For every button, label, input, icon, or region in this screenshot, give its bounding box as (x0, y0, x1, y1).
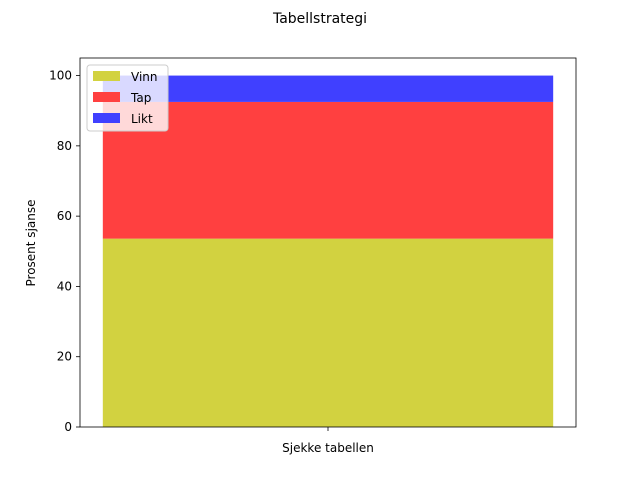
legend-label-tap: Tap (130, 91, 151, 105)
y-tick-label: 20 (57, 350, 72, 364)
legend-swatch-tap (93, 92, 120, 102)
legend: Vinn Tap Likt (86, 64, 169, 132)
chart-title: Tabellstrategi (272, 11, 367, 27)
legend-label-vinn: Vinn (131, 70, 158, 84)
legend-swatch-vinn (93, 71, 120, 81)
bar-vinn (102, 238, 554, 427)
y-tick-label: 0 (64, 420, 72, 434)
y-tick-label: 60 (57, 209, 72, 223)
y-tick-label: 80 (57, 139, 72, 153)
y-axis-label: Prosent sjanse (24, 200, 38, 287)
legend-swatch-likt (93, 113, 120, 123)
plot-frame (79, 57, 577, 428)
bar-tap (102, 101, 554, 239)
x-tick-label: Sjekke tabellen (282, 441, 374, 455)
bar-likt (102, 75, 554, 102)
legend-label-likt: Likt (131, 112, 153, 126)
plot-area: Sjekke tabellen 0 20 40 60 80 100 (49, 57, 577, 455)
y-tick-label: 100 (49, 69, 72, 83)
y-tick-label: 40 (57, 279, 72, 293)
